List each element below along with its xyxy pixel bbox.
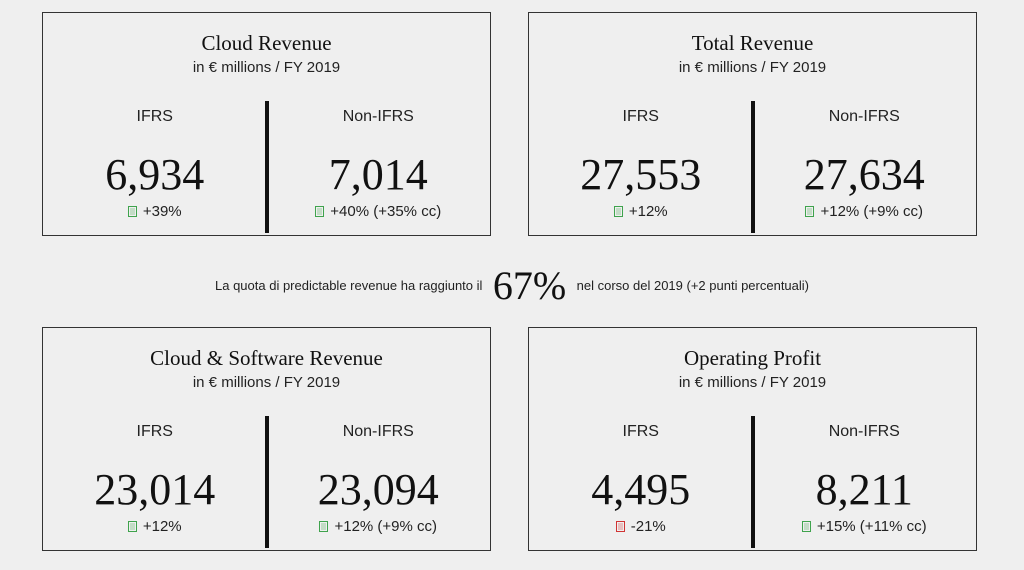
change-indicator: +15% (+11% cc) <box>753 518 977 535</box>
card-subtitle: in € millions / FY 2019 <box>678 59 827 76</box>
card-title: Total Revenue <box>691 31 814 55</box>
column-divider <box>750 101 755 233</box>
metric-value: 27,634 <box>803 150 925 199</box>
change-text: +12% <box>628 203 668 220</box>
column-divider <box>264 416 269 548</box>
change-text: +15% (+11% cc) <box>816 518 927 535</box>
change-indicator: +12% (+9% cc) <box>753 203 977 220</box>
column-header: Non-IFRS <box>342 108 414 125</box>
ifrs-column: IFRS 27,553 +12% <box>529 13 753 235</box>
column-header: Non-IFRS <box>828 423 900 440</box>
card-operating-profit: Operating Profit in € millions / FY 2019… <box>528 327 977 551</box>
card-cloud-software-revenue: Cloud & Software Revenue in € millions /… <box>42 327 491 551</box>
predictable-revenue-statement: La quota di predictable revenue ha raggi… <box>0 262 1024 308</box>
non-ifrs-column: Non-IFRS 8,211 +15% (+11% cc) <box>753 328 977 550</box>
metric-value: 8,211 <box>815 465 913 514</box>
ifrs-column: IFRS 6,934 +39% <box>43 13 267 235</box>
metric-value: 23,014 <box>94 465 216 514</box>
change-indicator: +12% (+9% cc) <box>267 518 491 535</box>
change-text: +40% (+35% cc) <box>330 203 442 220</box>
change-indicator: -21% <box>529 518 753 535</box>
arrow-up-icon <box>613 206 623 217</box>
change-text: +12% (+9% cc) <box>334 518 438 535</box>
arrow-down-icon <box>615 521 625 532</box>
statement-text-after: nel corso del 2019 (+2 punti percentuali… <box>576 278 809 293</box>
change-indicator: +39% <box>43 203 267 220</box>
column-header: IFRS <box>622 423 659 440</box>
card-title: Operating Profit <box>683 346 822 370</box>
card-title: Cloud Revenue <box>201 31 332 55</box>
card-title: Cloud & Software Revenue <box>150 346 383 370</box>
change-indicator: +40% (+35% cc) <box>267 203 491 220</box>
arrow-up-icon <box>801 521 811 532</box>
card-subtitle: in € millions / FY 2019 <box>192 374 341 391</box>
statement-text-before: La quota di predictable revenue ha raggi… <box>215 278 483 293</box>
arrow-up-icon <box>127 521 137 532</box>
card-subtitle: in € millions / FY 2019 <box>192 59 341 76</box>
non-ifrs-column: Non-IFRS 27,634 +12% (+9% cc) <box>753 13 977 235</box>
change-text: +12% <box>142 518 182 535</box>
column-header: Non-IFRS <box>342 423 414 440</box>
non-ifrs-column: Non-IFRS 23,094 +12% (+9% cc) <box>267 328 491 550</box>
column-header: Non-IFRS <box>828 108 900 125</box>
change-text: +39% <box>142 203 182 220</box>
column-header: IFRS <box>622 108 659 125</box>
column-header: IFRS <box>136 423 173 440</box>
metric-value: 7,014 <box>328 150 428 199</box>
non-ifrs-column: Non-IFRS 7,014 +40% (+35% cc) <box>267 13 491 235</box>
column-header: IFRS <box>136 108 173 125</box>
metric-value: 23,094 <box>317 465 439 514</box>
change-text: -21% <box>630 518 666 535</box>
change-text: +12% (+9% cc) <box>820 203 924 220</box>
column-divider <box>264 101 269 233</box>
predictable-revenue-share: 67% <box>492 263 567 308</box>
arrow-up-icon <box>319 521 329 532</box>
metric-value: 4,495 <box>591 465 691 514</box>
ifrs-column: IFRS 23,014 +12% <box>43 328 267 550</box>
card-subtitle: in € millions / FY 2019 <box>678 374 827 391</box>
metric-value: 27,553 <box>580 150 702 199</box>
card-total-revenue: Total Revenue in € millions / FY 2019 IF… <box>528 12 977 236</box>
arrow-up-icon <box>127 206 137 217</box>
ifrs-column: IFRS 4,495 -21% <box>529 328 753 550</box>
change-indicator: +12% <box>529 203 753 220</box>
change-indicator: +12% <box>43 518 267 535</box>
metric-value: 6,934 <box>105 150 205 199</box>
column-divider <box>750 416 755 548</box>
card-cloud-revenue: Cloud Revenue in € millions / FY 2019 IF… <box>42 12 491 236</box>
arrow-up-icon <box>315 206 325 217</box>
arrow-up-icon <box>805 206 815 217</box>
